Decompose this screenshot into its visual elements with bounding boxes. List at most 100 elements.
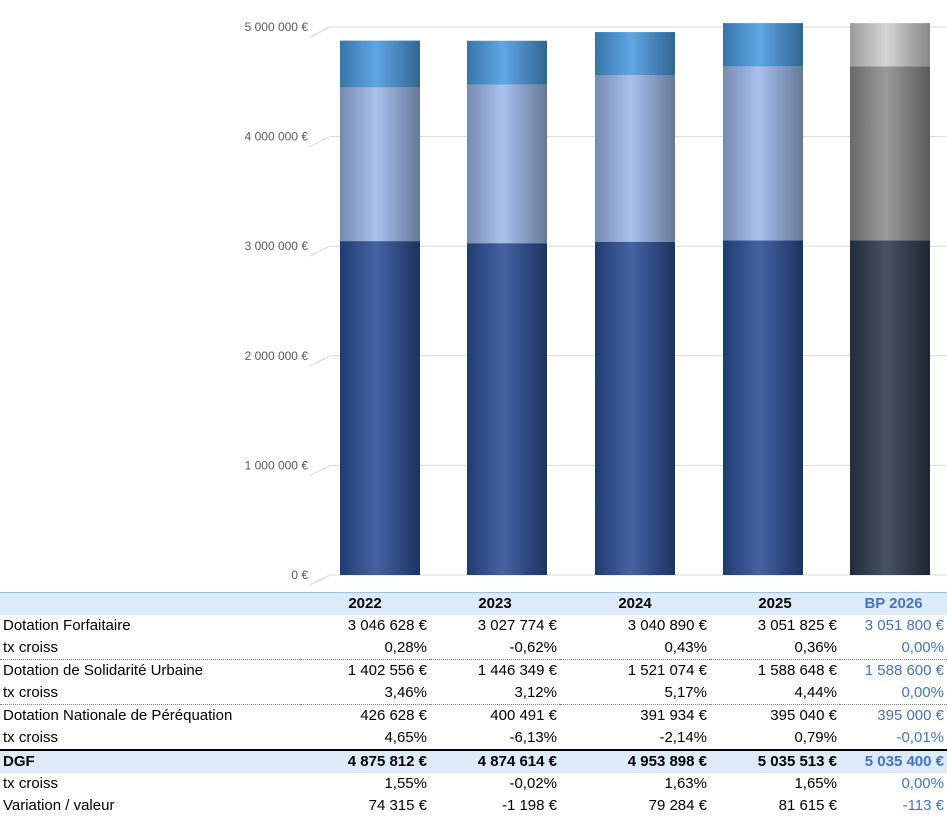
bar-segment-2023-s2 [467,84,547,244]
table-cell: -0,62% [430,637,560,660]
table-cell: -113 € [902,797,944,814]
table-cell: 4,44% [710,682,840,705]
table-row: Dotation Forfaitaire 3 046 628 € 3 027 774… [0,615,947,637]
table-cell: 0,43% [560,637,710,660]
y-tick-label: 0 € [291,568,308,582]
gridline-bevel [309,26,331,38]
gridline-bevel [309,245,331,257]
header-2023: 2023 [430,592,560,615]
table-cell: 1,63% [664,775,707,792]
table-cell: 3,46% [300,682,430,705]
row-label: Dotation de Solidarité Urbaine [3,662,204,679]
bar-segment-2024-s3 [595,32,675,76]
y-tick-label: 4 000 000 € [245,130,309,144]
table-row: tx croiss 3,46% 3,12% 5,17% 4,44% 0,00% [0,682,947,705]
table-cell: 1 402 556 € [347,662,427,679]
gridline-bevel [309,464,331,476]
y-tick-label: 2 000 000 € [245,349,309,363]
bar-segment-bp-2026-s1 [850,240,930,576]
bar-segment-bp-2026-s3 [850,23,930,67]
header-2022: 2022 [300,592,430,615]
header-bp-2026: BP 2026 [840,592,947,615]
table-cell: 4 874 614 € [430,750,560,773]
table-cell: -0,01% [840,727,947,751]
table-cell: 0,36% [710,637,840,660]
table-cell: -6,13% [430,727,560,751]
header-2024: 2024 [560,592,710,615]
table-cell: 3 040 890 € [627,617,707,634]
bar-segment-2023-s3 [467,40,547,85]
table-cell: 3 051 825 € [757,617,837,634]
y-tick-label: 5 000 000 € [245,20,309,34]
table-cell: 395 040 € [770,707,837,724]
table-row: tx croiss 0,28% -0,62% 0,43% 0,36% 0,00% [0,637,947,660]
table-cell: 1 588 600 € [864,662,944,679]
table-cell: 395 000 € [877,707,944,724]
table-cell: 5,17% [560,682,710,705]
table-cell: 81 615 € [778,797,837,814]
table-cell: 5 035 513 € [710,750,840,773]
table-row: Dotation Nationale de Péréquation 426 628… [0,705,947,728]
table-cell: 0,28% [300,637,430,660]
row-label: Variation / valeur [3,797,115,814]
table-cell: 1 446 349 € [477,662,557,679]
table-cell: 0,00% [840,637,947,660]
stacked-bar-chart: 0 € 1 000 000 € 2 000 000 € 3 000 000 € 4 00… [245,20,947,586]
row-label: DGF [0,750,300,773]
gridline-bevel [309,136,331,148]
y-axis: 0 € 1 000 000 € 2 000 000 € 3 000 000 € 4 00… [245,20,309,582]
bar-segment-2024-s2 [595,75,675,242]
table-cell: 426 628 € [360,707,427,724]
row-label: tx croiss [3,775,59,792]
table-row: Dotation de Solidarité Urbaine 1 402 556 … [0,660,947,683]
table-cell: 391 934 € [640,707,707,724]
header-label [0,592,300,615]
table-cell: 79 284 € [648,797,707,814]
chart-bars [340,23,930,576]
y-tick-label: 1 000 000 € [245,458,309,472]
row-label: tx croiss [0,637,300,660]
table-cell: 1,65% [794,775,837,792]
table-row: tx croiss 1,55% -0,02% 1,63% 1,65% 0,00% [0,773,947,795]
bar-segment-bp-2026-s2 [850,66,930,241]
table-header-row: 2022 2023 2024 2025 BP 2026 [0,592,947,615]
y-tick-label: 3 000 000 € [245,239,309,253]
table-cell: 3,12% [430,682,560,705]
table-cell: 0,79% [710,727,840,751]
table-cell: -1 198 € [501,797,557,814]
gridline-bevel [309,355,331,367]
table-row: tx croiss 4,65% -6,13% -2,14% 0,79% -0,01% [0,727,947,751]
table-cell: -0,02% [509,775,557,792]
gridline-bevel [309,574,331,586]
bar-segment-2025-s2 [723,66,803,241]
table-cell: 74 315 € [368,797,427,814]
bar-segment-2022-s2 [340,87,420,242]
bar-segment-2025-s1 [723,240,803,576]
table-cell: 0,00% [840,682,947,705]
table-cell: -2,14% [560,727,710,751]
bar-segment-2024-s1 [595,241,675,576]
bar-segment-2022-s1 [340,241,420,575]
table-cell: 400 491 € [490,707,557,724]
table-row: Variation / valeur 74 315 € -1 198 € 79 284… [0,795,947,817]
table-cell: 3 051 800 € [864,617,944,634]
table-row: DGF 4 875 812 €4 874 614 €4 953 898 €5 03… [0,750,947,773]
table-cell: 4 875 812 € [300,750,430,773]
row-label: Dotation Forfaitaire [3,617,131,634]
table-cell: 1 521 074 € [627,662,707,679]
table-cell: 3 046 628 € [347,617,427,634]
table-cell: 1 588 648 € [757,662,837,679]
table-cell: 1,55% [384,775,427,792]
table-cell: 0,00% [901,775,944,792]
table-cell: 3 027 774 € [477,617,557,634]
bar-segment-2022-s3 [340,40,420,88]
table-cell: 4 953 898 € [560,750,710,773]
table-cell: 4,65% [300,727,430,751]
row-label: tx croiss [0,727,300,751]
row-label: tx croiss [0,682,300,705]
table-cell: 5 035 400 € [840,750,947,773]
row-label: Dotation Nationale de Péréquation [3,707,233,724]
bar-segment-2023-s1 [467,243,547,575]
header-2025: 2025 [710,592,840,615]
bar-segment-2025-s3 [723,23,803,67]
